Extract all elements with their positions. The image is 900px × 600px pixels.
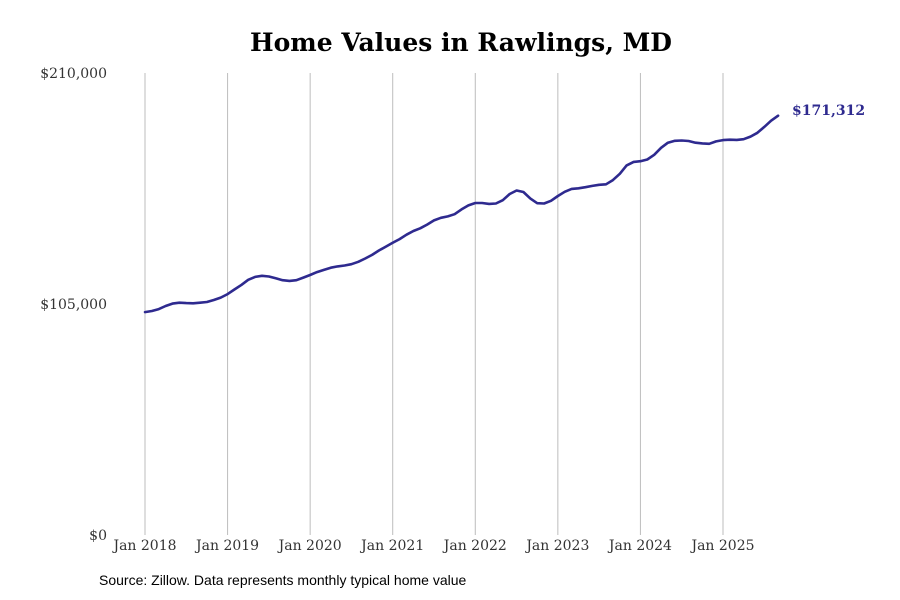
x-tick-label: Jan 2020 <box>277 538 342 554</box>
x-tick-label: Jan 2018 <box>111 538 176 554</box>
y-axis: $0 $105,000 $210,000 <box>40 66 107 544</box>
y-tick-label: $210,000 <box>40 66 107 82</box>
y-tick-label: $105,000 <box>40 297 107 313</box>
series-line <box>143 114 780 314</box>
source-note: Source: Zillow. Data represents monthly … <box>99 572 467 588</box>
x-tick-label: Jan 2024 <box>607 538 672 554</box>
x-tick-label: Jan 2023 <box>524 538 589 554</box>
x-gridlines <box>144 73 724 535</box>
chart-title: Home Values in Rawlings, MD <box>250 28 672 57</box>
x-tick-label: Jan 2025 <box>689 538 754 554</box>
series-group <box>143 114 780 314</box>
x-axis: Jan 2018 Jan 2019 Jan 2020 Jan 2021 Jan 2022… <box>111 538 754 554</box>
x-tick-label: Jan 2021 <box>359 538 424 554</box>
x-tick-label: Jan 2022 <box>442 538 507 554</box>
x-tick-label: Jan 2019 <box>194 538 259 554</box>
y-tick-label: $0 <box>89 528 107 544</box>
end-value-label: $171,312 <box>792 103 865 119</box>
